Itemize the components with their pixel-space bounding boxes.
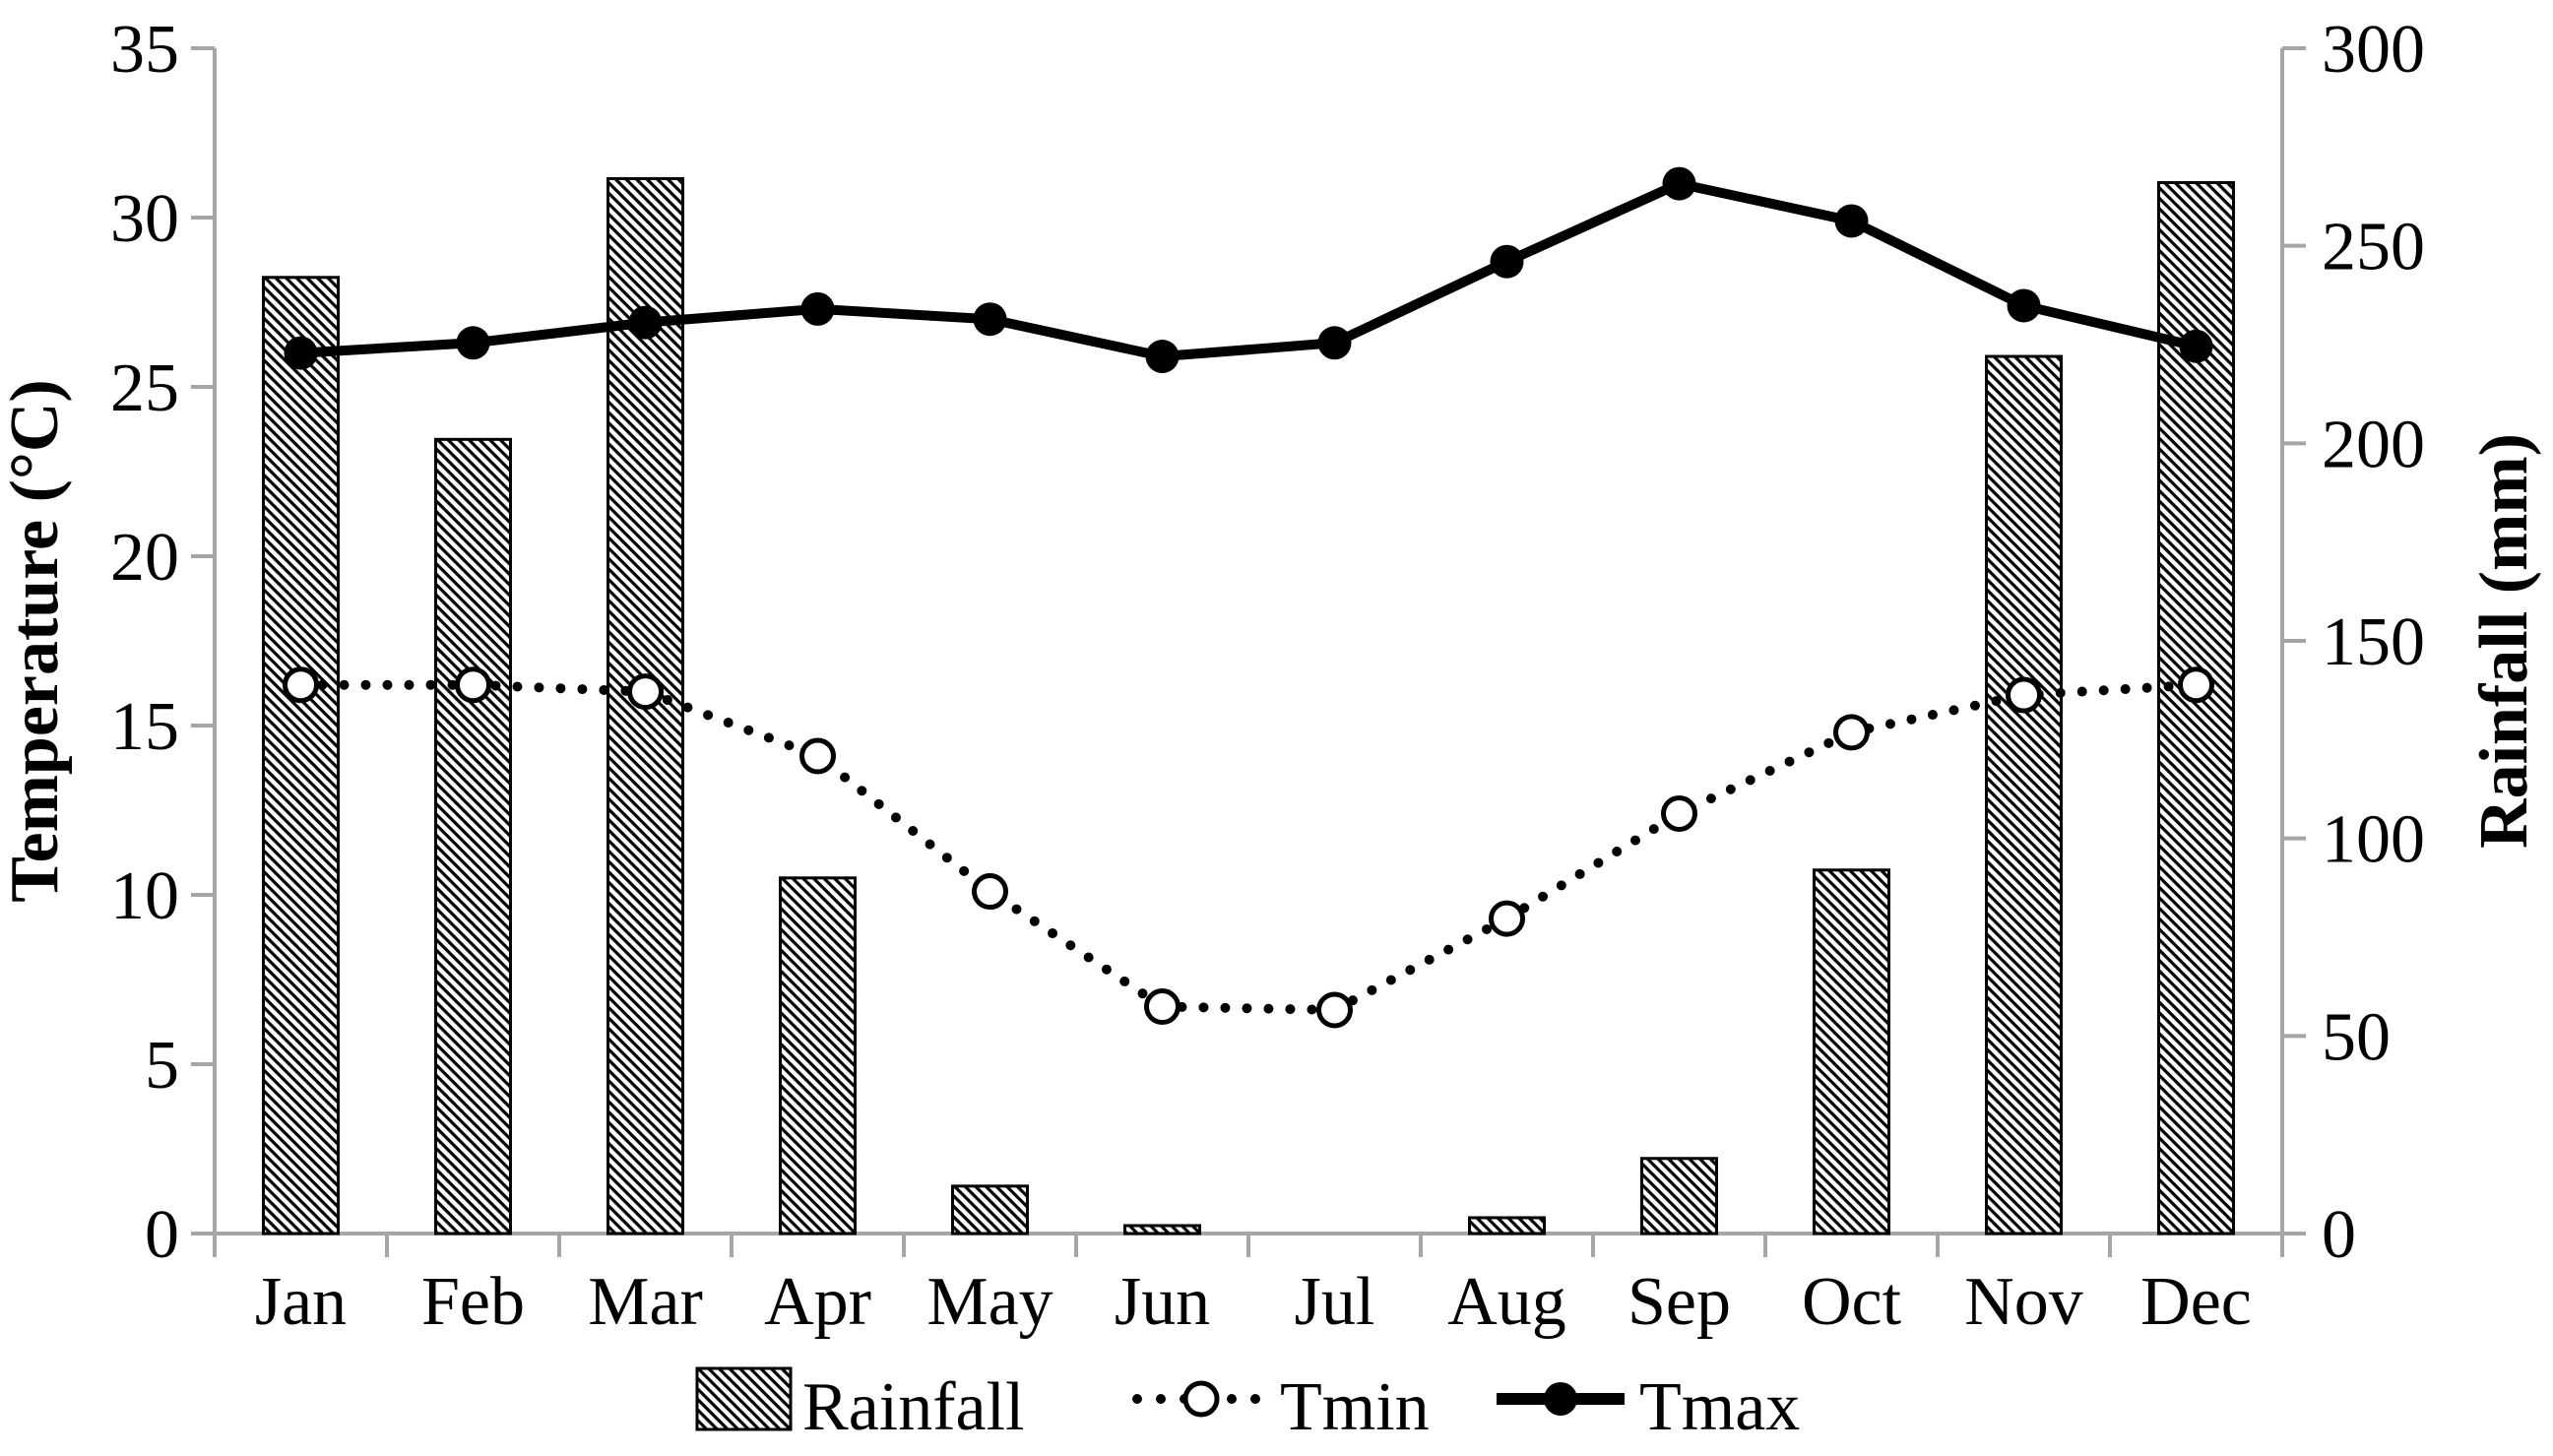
tmin-point xyxy=(799,737,836,775)
month-label: Jun xyxy=(1115,1264,1210,1340)
tmax-point xyxy=(628,305,663,340)
axes-layer xyxy=(191,46,2306,1257)
tmax-point xyxy=(2179,329,2213,363)
rainfall-bar xyxy=(951,1184,1029,1235)
tmax-point xyxy=(456,326,490,360)
tmin-point xyxy=(1144,988,1181,1026)
tmin-point xyxy=(627,673,664,711)
left-tick-label: 35 xyxy=(110,12,179,88)
tick-labels: 0 5 10 15 20 25 30 35 0 50 100 150 200 250 300 Jan Feb Ma… xyxy=(110,12,2425,1340)
right-tick-label: 0 xyxy=(2322,1197,2356,1273)
legend-tmax-label: Tmax xyxy=(1639,1369,1800,1445)
tmin-point xyxy=(1489,900,1525,937)
right-axis-title: Rainfall (mm) xyxy=(2466,433,2542,849)
month-label: Jan xyxy=(255,1264,347,1340)
left-tick-label: 15 xyxy=(110,689,179,765)
month-label: Apr xyxy=(764,1264,871,1340)
legend-rainfall-label: Rainfall xyxy=(802,1369,1024,1445)
right-tick-label: 150 xyxy=(2322,604,2425,680)
left-tick-label: 10 xyxy=(110,858,179,934)
rainfall-bar xyxy=(434,437,512,1235)
tmax-point xyxy=(800,291,835,326)
left-tick-label: 5 xyxy=(145,1028,179,1104)
tmin-point xyxy=(1661,794,1697,832)
left-tick-label: 25 xyxy=(110,350,179,426)
left-axis-title: Temperature (°C) xyxy=(0,379,73,903)
rainfall-bar xyxy=(779,876,857,1235)
month-label: May xyxy=(926,1264,1053,1340)
temperature-lines xyxy=(283,166,2214,1029)
tmin-point xyxy=(2006,676,2042,714)
right-tick-label: 50 xyxy=(2322,999,2391,1075)
tmin-point xyxy=(283,666,319,704)
month-label: Aug xyxy=(1447,1264,1566,1340)
right-tick-label: 250 xyxy=(2322,210,2425,285)
tmax-point xyxy=(284,336,318,370)
right-tick-label: 200 xyxy=(2322,407,2425,482)
right-tick-label: 100 xyxy=(2322,802,2425,878)
tmax-point xyxy=(1662,166,1696,201)
tmin-point xyxy=(1316,991,1353,1029)
tmax-line xyxy=(300,178,2198,362)
month-label: Sep xyxy=(1628,1264,1731,1340)
tmin-point xyxy=(972,873,1008,911)
legend-tmax-marker xyxy=(1544,1382,1577,1416)
rainfall-bar xyxy=(262,276,340,1235)
legend-rainfall-swatch xyxy=(695,1366,793,1431)
month-label: Oct xyxy=(1802,1264,1902,1340)
left-tick-label: 30 xyxy=(110,181,179,257)
legend-tmin-marker xyxy=(1182,1380,1220,1418)
left-tick-label: 0 xyxy=(145,1197,179,1273)
rainfall-bar xyxy=(1813,868,1890,1235)
tmax-point xyxy=(1834,204,1869,238)
rainfall-bars xyxy=(262,176,2235,1235)
rainfall-bar xyxy=(1640,1157,1718,1235)
right-tick-label: 300 xyxy=(2322,12,2425,88)
month-label: Mar xyxy=(588,1264,703,1340)
tmax-point xyxy=(1145,340,1180,374)
tmax-point xyxy=(1490,244,1524,279)
rainfall-bar xyxy=(1468,1216,1546,1235)
month-label: Feb xyxy=(421,1264,525,1340)
legend: Rainfall Tmin Tmax xyxy=(695,1366,1800,1445)
tmin-point xyxy=(455,666,491,704)
tmin-line xyxy=(295,679,2202,1015)
tmin-point xyxy=(1833,714,1870,751)
rainfall-bar xyxy=(1123,1224,1201,1235)
tmax-point xyxy=(2007,288,2041,323)
tmin-point xyxy=(2178,666,2214,704)
rainfall-bar xyxy=(1985,354,2063,1235)
left-tick-label: 20 xyxy=(110,520,179,596)
legend-tmin-label: Tmin xyxy=(1280,1369,1430,1445)
tmax-point xyxy=(973,302,1007,337)
tmax-point xyxy=(1317,326,1352,360)
month-label: Jul xyxy=(1295,1264,1375,1340)
month-label: Nov xyxy=(1964,1264,2083,1340)
month-label: Dec xyxy=(2140,1264,2252,1340)
